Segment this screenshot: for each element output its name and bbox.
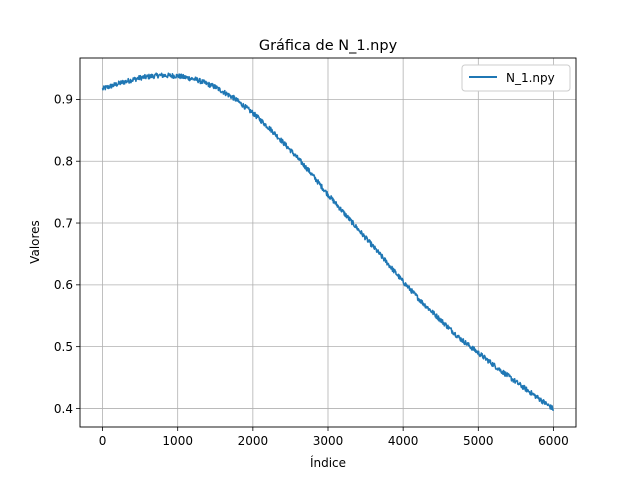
chart-title: Gráfica de N_1.npy <box>259 38 398 54</box>
series-layer <box>101 72 555 412</box>
x-tick-label: 6000 <box>538 434 569 448</box>
x-axis-label: Índice <box>310 455 346 470</box>
y-axis-label: Valores <box>28 220 42 264</box>
legend-box <box>461 64 571 92</box>
y-tick-label: 0.5 <box>54 340 73 354</box>
y-tick-label: 0.8 <box>54 155 73 169</box>
x-axis-ticks: 0 1000 2000 3000 4000 5000 6000 <box>99 427 569 448</box>
series-line <box>101 72 555 412</box>
legend-entry-label: N_1.npy <box>506 71 555 85</box>
y-tick-label: 0.6 <box>54 278 73 292</box>
y-tick-label: 0.9 <box>54 93 73 107</box>
x-tick-label: 3000 <box>313 434 344 448</box>
x-tick-label: 0 <box>99 434 107 448</box>
grid-layer <box>80 58 576 427</box>
x-tick-label: 1000 <box>162 434 193 448</box>
y-axis-ticks: 0.4 0.5 0.6 0.7 0.8 0.9 <box>54 93 80 416</box>
y-tick-label: 0.7 <box>54 216 73 230</box>
x-tick-label: 5000 <box>463 434 494 448</box>
x-tick-label: 4000 <box>388 434 419 448</box>
legend: N_1.npy <box>461 64 571 92</box>
x-tick-label: 2000 <box>238 434 269 448</box>
y-tick-label: 0.4 <box>54 402 73 416</box>
